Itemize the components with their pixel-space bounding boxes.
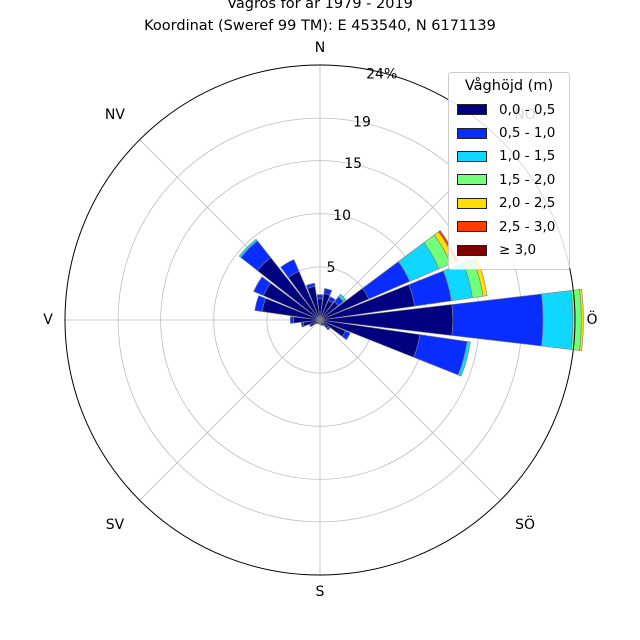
bar-dir15-bin1 [323,288,333,296]
legend-label: 2,5 - 3,0 [499,218,556,235]
outer-circle [64,64,576,576]
direction-label-5: SV [106,517,125,533]
bar-dir90-bin3 [570,289,582,351]
legend-swatch [457,221,487,233]
direction-label-2: Ö [586,310,597,328]
bar-dir105-bin2 [457,341,471,377]
bar-dir90-bin2 [541,290,574,350]
legend: Våghöjd (m) 0,0 - 0,5 0,5 - 1,0 1,0 - 1,5 1… [448,72,570,270]
bar-dir345-bin1 [305,282,316,289]
bar-dir150-bin0 [319,319,325,327]
rmax-label: 24% [366,67,397,83]
legend-item: 2,0 - 2,5 [449,192,569,215]
legend-swatch [457,127,487,139]
legend-swatch [457,174,487,186]
bar-dir165-bin0 [319,319,323,326]
bar-dir0-bin1 [316,294,324,300]
legend-swatch [457,104,487,116]
direction-label-0: N [315,40,325,56]
bar-dir120-bin1 [341,330,351,341]
bar-dir240-bin1 [308,323,312,328]
grid-spoke-5 [139,319,321,501]
legend-label: 1,5 - 2,0 [499,171,556,188]
legend-item: 0,0 - 0,5 [449,98,569,121]
legend-label: 0,5 - 1,0 [499,125,556,142]
legend-swatch [457,244,487,256]
legend-item: 1,5 - 2,0 [449,168,569,191]
legend-label: 1,0 - 1,5 [499,148,556,165]
rtick-label-19: 19 [353,115,371,131]
axis-labels: NNOÖSÖSSVVNV510151924% [43,40,597,600]
bar-dir315-bin2 [238,238,258,258]
bar-dir330-bin1 [280,259,300,278]
rtick-label-5: 5 [327,260,336,276]
rtick-label-10: 10 [333,208,351,224]
bar-dir30-bin1 [328,296,336,304]
legend-item: 2,5 - 3,0 [449,215,569,238]
grid-spoke-3 [319,319,501,501]
bar-dir105-bin1 [413,334,468,376]
bar-dir270-bin1 [289,316,294,324]
direction-label-4: S [316,584,325,600]
sector-bars [64,64,584,576]
chart-subtitle: Koordinat (Sweref 99 TM): E 453540, N 61… [144,18,496,34]
bar-dir90-bin4 [579,288,584,352]
direction-label-3: SÖ [515,515,535,533]
legend-rows: 0,0 - 0,5 0,5 - 1,0 1,0 - 1,5 1,5 - 2,0 2,0 … [449,98,569,262]
bar-dir135-bin1 [326,326,331,331]
legend-label: ≥ 3,0 [499,242,537,259]
legend-swatch [457,197,487,209]
legend-swatch [457,150,487,162]
bar-dir300-bin1 [253,276,272,297]
legend-item: ≥ 3,0 [449,238,569,261]
legend-label: 2,0 - 2,5 [499,195,556,212]
direction-label-6: V [43,312,53,328]
bar-dir255-bin1 [300,322,305,328]
legend-item: 1,0 - 1,5 [449,145,569,168]
legend-title: Våghöjd (m) [464,78,554,94]
rtick-label-15: 15 [344,156,362,172]
legend-label: 0,0 - 0,5 [499,101,556,118]
bar-dir285-bin1 [254,295,267,312]
chart-title: Vågros för år 1979 - 2019 [227,0,413,12]
bar-dir45-bin2 [338,293,347,302]
legend-item: 0,5 - 1,0 [449,121,569,144]
direction-label-7: NV [105,107,125,123]
bar-dir90-bin1 [451,293,544,347]
